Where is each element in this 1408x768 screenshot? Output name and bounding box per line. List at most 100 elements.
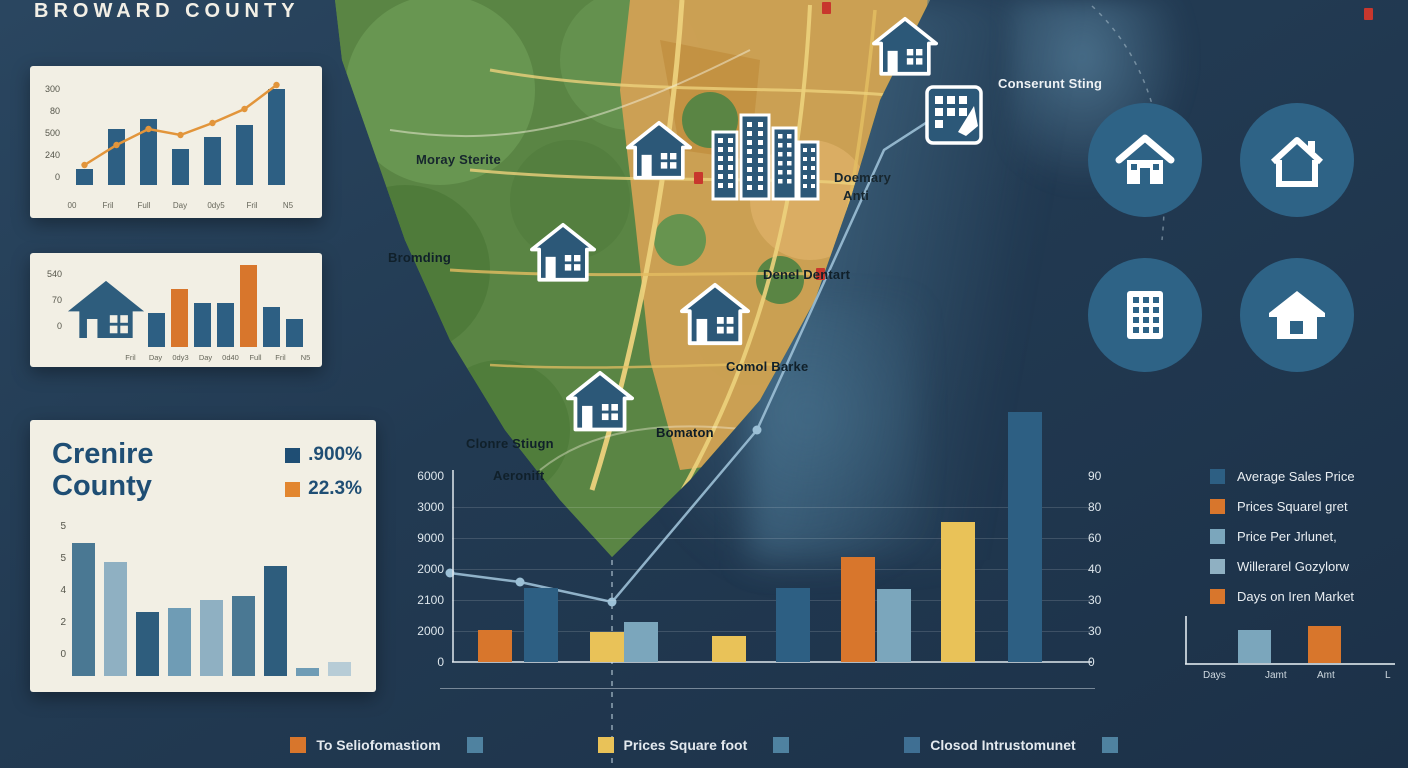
legend-item: Closod Intrustomunet bbox=[904, 737, 1118, 753]
legend-swatch bbox=[1210, 558, 1225, 574]
bar bbox=[1308, 626, 1341, 663]
bar bbox=[263, 307, 280, 347]
bar bbox=[240, 265, 257, 347]
page-title: BROWARD COUNTY bbox=[34, 0, 300, 22]
legend-item: Willerarel Gozylorw bbox=[1210, 551, 1355, 581]
y-tick-label: 70 bbox=[51, 295, 62, 305]
x-axis-line bbox=[1185, 663, 1395, 665]
map-red-marker bbox=[1364, 8, 1373, 20]
x-tick-label: 0dy3 bbox=[172, 353, 189, 362]
left-tick-label: 2000 bbox=[417, 624, 444, 638]
plot-area bbox=[452, 412, 1092, 662]
house-icon bbox=[66, 279, 146, 345]
bar bbox=[136, 612, 159, 676]
y-tick-label: 500 bbox=[44, 128, 60, 138]
card-title-line1: Crenire bbox=[52, 438, 154, 470]
bar bbox=[296, 668, 319, 676]
x-tick-label: N5 bbox=[300, 353, 311, 362]
x-tick-label: 0dy5 bbox=[207, 201, 225, 210]
x-tick-label: Amt bbox=[1317, 670, 1335, 681]
y-tick-label: 2 bbox=[60, 617, 66, 628]
apartment-building-icon bbox=[1088, 258, 1202, 372]
bar bbox=[328, 662, 351, 676]
x-axis-ticks: 00 Fril Full Day 0dy5 Fril N5 bbox=[54, 201, 306, 210]
house-bar-chart-card: 540 70 0 Fril Day 0dy3 Day 0d40 Full Fril N5 bbox=[30, 253, 322, 367]
legend-swatch bbox=[597, 737, 614, 753]
y-tick-label: 540 bbox=[46, 269, 62, 279]
bar bbox=[104, 562, 127, 676]
legend-label: Prices Squarel gret bbox=[1237, 498, 1348, 514]
legend-label: Willerarel Gozylorw bbox=[1237, 558, 1349, 574]
house-outline-icon bbox=[1240, 103, 1354, 217]
x-tick-label: Full bbox=[249, 353, 262, 362]
x-tick-label: Day bbox=[148, 353, 163, 362]
bar bbox=[172, 149, 189, 185]
bar bbox=[712, 636, 746, 662]
x-axis-ticks: Fril Day 0dy3 Day 0d40 Full Fril N5 bbox=[118, 353, 318, 362]
legend-swatch bbox=[904, 737, 921, 753]
x-tick-label: Fril bbox=[102, 201, 114, 210]
bar-series bbox=[66, 89, 285, 185]
bar bbox=[478, 630, 512, 662]
gridline bbox=[452, 631, 1092, 632]
card-title: Crenire County bbox=[52, 438, 154, 503]
bar bbox=[877, 589, 911, 662]
bar bbox=[524, 588, 558, 662]
bar bbox=[941, 522, 975, 662]
right-tick-label: 0 bbox=[1088, 655, 1095, 669]
x-tick-label: Fril bbox=[275, 353, 286, 362]
bar bbox=[194, 303, 211, 347]
legend-swatch bbox=[1210, 498, 1225, 514]
bar bbox=[264, 566, 287, 676]
bar bbox=[286, 319, 303, 347]
y-axis-line bbox=[1185, 616, 1187, 664]
bar bbox=[200, 600, 223, 676]
bar-series bbox=[72, 536, 351, 676]
y-tick-label: 240 bbox=[44, 150, 60, 160]
legend-end-swatch bbox=[466, 737, 483, 753]
bottom-legend: To Seliofomastiom Prices Square foot Closo… bbox=[0, 737, 1408, 753]
legend-swatch bbox=[290, 737, 307, 753]
mini-bar-chart: Days Jamt Amt L bbox=[1185, 614, 1397, 694]
legend-label: Days on Iren Market bbox=[1237, 588, 1355, 604]
left-tick-label: 0 bbox=[437, 655, 444, 669]
legend-label: .900% bbox=[308, 444, 362, 465]
x-tick-label: Fril bbox=[246, 201, 258, 210]
x-tick-label: Day bbox=[172, 201, 188, 210]
legend-swatch bbox=[285, 481, 301, 497]
legend-end-swatch bbox=[773, 737, 790, 753]
legend-item: 22.3% bbox=[285, 478, 362, 500]
bar bbox=[204, 137, 221, 185]
legend-item: Average Sales Price bbox=[1210, 461, 1355, 491]
x-tick-label: Day bbox=[198, 353, 213, 362]
legend-label: 22.3% bbox=[308, 478, 362, 499]
legend-swatch bbox=[1210, 588, 1225, 604]
x-tick-label: Fril bbox=[125, 353, 136, 362]
card-title-line2: County bbox=[52, 470, 152, 503]
bar bbox=[217, 303, 234, 347]
x-axis-line bbox=[452, 661, 1092, 663]
map-marker-doc-icon bbox=[924, 84, 984, 151]
y-tick-label: 0 bbox=[60, 649, 66, 660]
y-tick-label: 0 bbox=[56, 321, 62, 331]
x-tick-label: L bbox=[1385, 670, 1391, 681]
map-place-label: Conserunt Sting bbox=[998, 76, 1103, 91]
bar bbox=[148, 313, 165, 347]
legend-label: Prices Square foot bbox=[623, 737, 748, 753]
right-tick-label: 30 bbox=[1088, 593, 1102, 607]
x-tick-label: Jamt bbox=[1265, 670, 1287, 681]
legend-item: Days on Iren Market bbox=[1210, 581, 1355, 611]
y-tick-label: 0 bbox=[54, 172, 60, 182]
bar bbox=[1008, 412, 1042, 662]
legend-item: Price Per Jrlunet, bbox=[1210, 521, 1355, 551]
card-legend: .900% 22.3% bbox=[285, 444, 362, 500]
legend-item: Prices Squarel gret bbox=[1210, 491, 1355, 521]
plot-area bbox=[66, 80, 314, 185]
legend-swatch bbox=[285, 447, 301, 463]
legend-end-swatch bbox=[1101, 737, 1118, 753]
left-tick-label: 6000 bbox=[417, 469, 444, 483]
y-axis-ticks: 300 80 500 240 0 bbox=[34, 82, 60, 184]
bar bbox=[776, 588, 810, 662]
house-solid-icon bbox=[1088, 103, 1202, 217]
